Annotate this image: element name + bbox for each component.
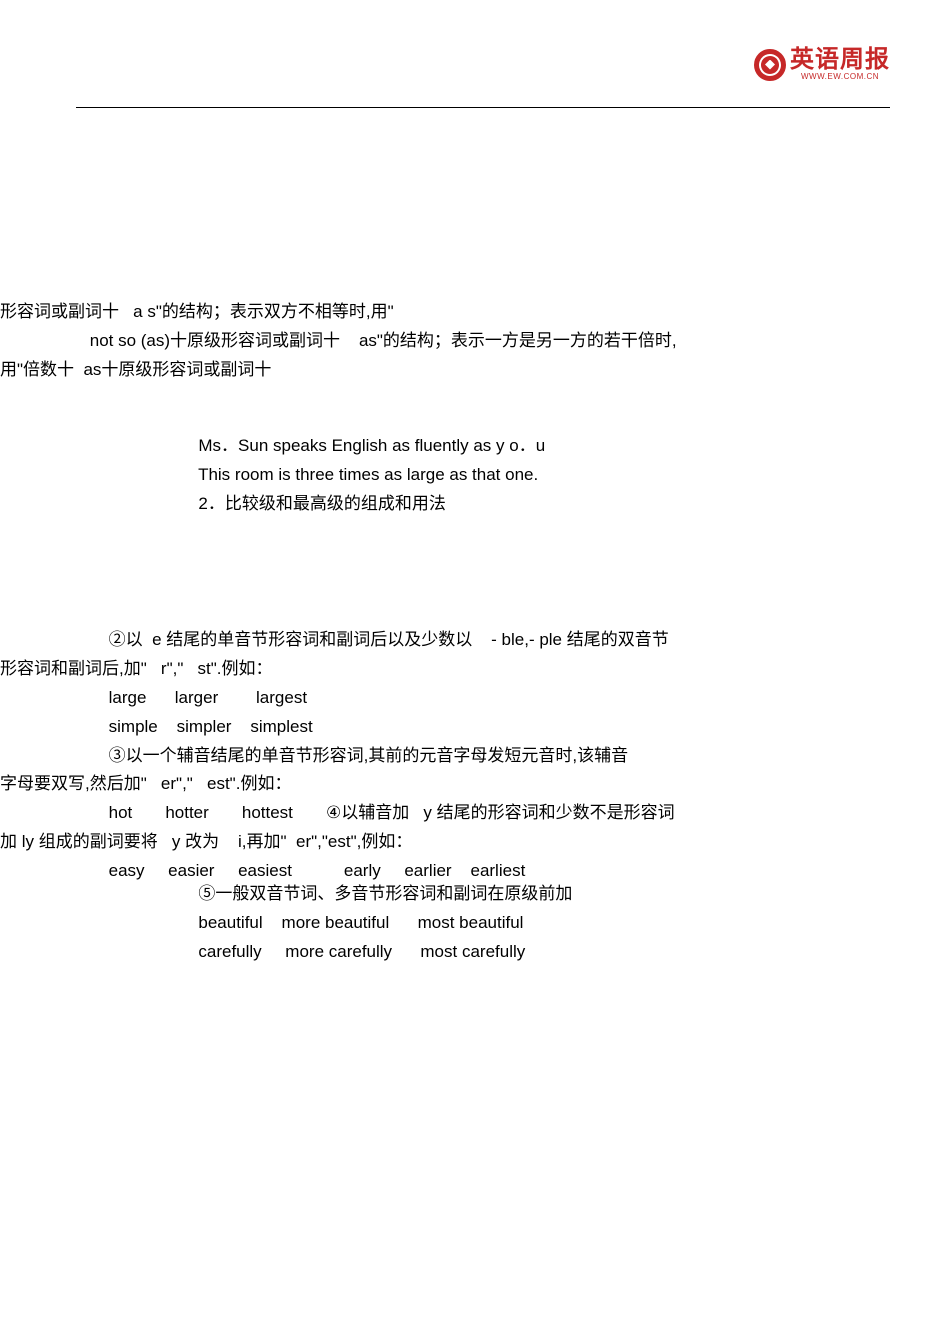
text-line: 形容词和副词后,加" r"," st".例如： (0, 655, 675, 684)
text-line: hot hotter hottest ④以辅音加 y 结尾的形容词和少数不是形容… (0, 799, 675, 828)
text-line: simple simpler simplest (0, 713, 675, 742)
text-line: carefully more carefully most carefully (0, 938, 572, 967)
text-line: beautiful more beautiful most beautiful (0, 909, 572, 938)
paragraph-4: ⑤一般双音节词、多音节形容词和副词在原级前加 beautiful more be… (0, 880, 572, 967)
text-line: 2．比较级和最高级的组成和用法 (0, 490, 545, 519)
page-header: 英语周报 WWW.EW.COM.CN (76, 48, 890, 108)
paragraph-2: Ms．Sun speaks English as fluently as y o… (0, 432, 545, 519)
logo-text-wrap: 英语周报 WWW.EW.COM.CN (790, 48, 890, 81)
text-line: Ms．Sun speaks English as fluently as y o… (0, 432, 545, 461)
text-line: 用"倍数十 as十原级形容词或副词十 (0, 356, 677, 385)
text-line: 形容词或副词十 a s"的结构；表示双方不相等时,用" (0, 298, 677, 327)
text-line: large larger largest (0, 684, 675, 713)
text-line: 加 ly 组成的副词要将 y 改为 i,再加" er","est",例如： (0, 828, 675, 857)
text-line: ③以一个辅音结尾的单音节形容词,其前的元音字母发短元音时,该辅音 (0, 742, 675, 771)
logo: 英语周报 WWW.EW.COM.CN (754, 48, 890, 81)
text-line: This room is three times as large as tha… (0, 461, 545, 490)
text-line: ②以 e 结尾的单音节形容词和副词后以及少数以 - ble,- ple 结尾的双… (0, 626, 675, 655)
paragraph-3: ②以 e 结尾的单音节形容词和副词后以及少数以 - ble,- ple 结尾的双… (0, 626, 675, 886)
logo-text: 英语周报 (790, 47, 890, 73)
text-line: not so (as)十原级形容词或副词十 as"的结构；表示一方是另一方的若干… (0, 327, 677, 356)
paragraph-1: 形容词或副词十 a s"的结构；表示双方不相等时,用" not so (as)十… (0, 298, 677, 385)
logo-icon (754, 49, 786, 81)
text-line: 字母要双写,然后加" er"," est".例如： (0, 770, 675, 799)
text-line: ⑤一般双音节词、多音节形容词和副词在原级前加 (0, 880, 572, 909)
logo-url: WWW.EW.COM.CN (790, 72, 890, 81)
